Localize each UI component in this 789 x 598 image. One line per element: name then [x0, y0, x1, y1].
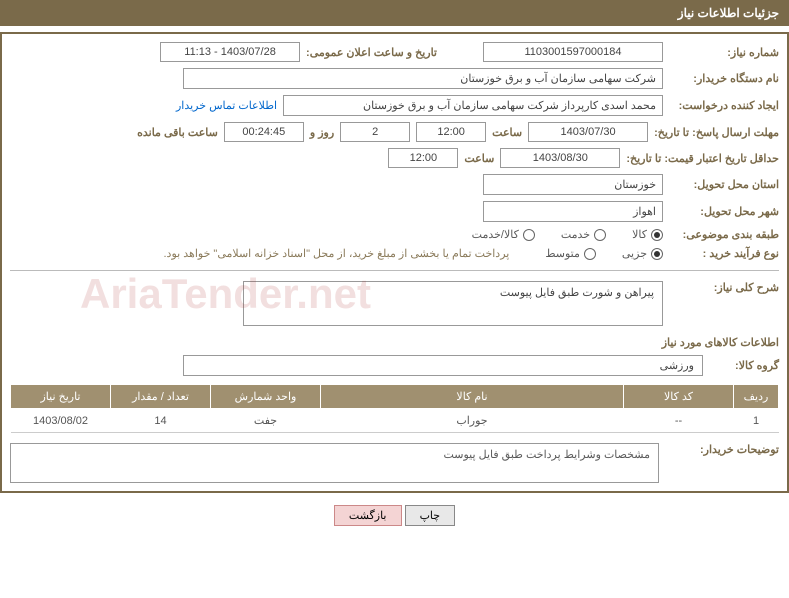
- desc-label: شرح کلی نیاز:: [669, 281, 779, 294]
- group-value: ورزشی: [183, 355, 703, 376]
- footer-buttons: چاپ بازگشت: [0, 505, 789, 526]
- radio-both-icon: [523, 229, 535, 241]
- contact-link[interactable]: اطلاعات تماس خریدار: [176, 99, 277, 112]
- validity-time: 12:00: [388, 148, 458, 168]
- cell-qty: 14: [111, 409, 211, 433]
- radio-medium-label: متوسط: [545, 247, 580, 260]
- th-date: تاریخ نیاز: [11, 385, 111, 409]
- goods-table: ردیف کد کالا نام کالا واحد شمارش تعداد /…: [10, 384, 779, 433]
- print-button[interactable]: چاپ: [405, 505, 456, 526]
- radio-small-icon: [651, 248, 663, 260]
- radio-medium[interactable]: متوسط: [545, 247, 596, 260]
- deadline-date: 1403/07/30: [528, 122, 648, 142]
- row-validity: حداقل تاریخ اعتبار قیمت: تا تاریخ: 1403/…: [10, 148, 779, 168]
- announce-value: 1403/07/28 - 11:13: [160, 42, 300, 62]
- th-code: کد کالا: [624, 385, 734, 409]
- countdown: 00:24:45: [224, 122, 304, 142]
- radio-goods-icon: [651, 229, 663, 241]
- row-group: گروه کالا: ورزشی: [10, 355, 779, 376]
- cell-date: 1403/08/02: [11, 409, 111, 433]
- city-label: شهر محل تحویل:: [669, 205, 779, 218]
- buyer-notes-value: مشخصات وشرایط پرداخت طبق فایل پیوست: [10, 443, 659, 483]
- radio-medium-icon: [584, 248, 596, 260]
- remaining-label: ساعت باقی مانده: [137, 126, 218, 139]
- creator-label: ایجاد کننده درخواست:: [669, 99, 779, 112]
- process-label: نوع فرآیند خرید :: [669, 247, 779, 260]
- panel-header: جزئیات اطلاعات نیاز: [0, 0, 789, 26]
- row-description: شرح کلی نیاز: پیراهن و شورت طبق فایل پیو…: [10, 281, 779, 326]
- radio-small-label: جزیی: [622, 247, 647, 260]
- panel-body: AriaTender.net شماره نیاز: 1103001597000…: [0, 32, 789, 493]
- th-row: ردیف: [734, 385, 779, 409]
- row-city: شهر محل تحویل: اهواز: [10, 201, 779, 222]
- row-need-number: شماره نیاز: 1103001597000184 تاریخ و ساع…: [10, 42, 779, 62]
- deadline-time: 12:00: [416, 122, 486, 142]
- row-buyer-org: نام دستگاه خریدار: شرکت سهامی سازمان آب …: [10, 68, 779, 89]
- validity-label: حداقل تاریخ اعتبار قیمت: تا تاریخ:: [626, 152, 779, 165]
- cell-unit: جفت: [211, 409, 321, 433]
- cell-code: --: [624, 409, 734, 433]
- row-buyer-notes: توضیحات خریدار: مشخصات وشرایط پرداخت طبق…: [10, 443, 779, 483]
- deadline-label: مهلت ارسال پاسخ: تا تاریخ:: [654, 126, 779, 139]
- desc-value: پیراهن و شورت طبق فایل پیوست: [243, 281, 663, 326]
- payment-note: پرداخت تمام یا بخشی از مبلغ خرید، از محل…: [164, 247, 510, 260]
- buyer-org-value: شرکت سهامی سازمان آب و برق خوزستان: [183, 68, 663, 89]
- row-category: طبقه بندی موضوعی: کالا خدمت کالا/خدمت: [10, 228, 779, 241]
- cell-row: 1: [734, 409, 779, 433]
- days-and-label: روز و: [310, 126, 334, 139]
- validity-date: 1403/08/30: [500, 148, 620, 168]
- radio-both[interactable]: کالا/خدمت: [472, 228, 535, 241]
- province-label: استان محل تحویل:: [669, 178, 779, 191]
- radio-goods[interactable]: کالا: [632, 228, 663, 241]
- buyer-notes-label: توضیحات خریدار:: [669, 443, 779, 456]
- creator-value: محمد اسدی کارپرداز شرکت سهامی سازمان آب …: [283, 95, 663, 116]
- th-qty: تعداد / مقدار: [111, 385, 211, 409]
- radio-small[interactable]: جزیی: [622, 247, 663, 260]
- row-province: استان محل تحویل: خوزستان: [10, 174, 779, 195]
- radio-service-label: خدمت: [561, 228, 590, 241]
- time-label-1: ساعت: [492, 126, 522, 139]
- goods-section-title: اطلاعات کالاهای مورد نیاز: [10, 336, 779, 349]
- province-value: خوزستان: [483, 174, 663, 195]
- table-row: 1 -- جوراب جفت 14 1403/08/02: [11, 409, 779, 433]
- category-label: طبقه بندی موضوعی:: [669, 228, 779, 241]
- th-unit: واحد شمارش: [211, 385, 321, 409]
- radio-service-icon: [594, 229, 606, 241]
- radio-both-label: کالا/خدمت: [472, 228, 519, 241]
- group-label: گروه کالا:: [709, 359, 779, 372]
- radio-service[interactable]: خدمت: [561, 228, 606, 241]
- back-button[interactable]: بازگشت: [334, 505, 402, 526]
- cell-name: جوراب: [321, 409, 624, 433]
- days-value: 2: [340, 122, 410, 142]
- need-number-label: شماره نیاز:: [669, 46, 779, 59]
- time-label-2: ساعت: [464, 152, 494, 165]
- announce-label: تاریخ و ساعت اعلان عمومی:: [306, 46, 437, 59]
- row-creator: ایجاد کننده درخواست: محمد اسدی کارپرداز …: [10, 95, 779, 116]
- radio-goods-label: کالا: [632, 228, 647, 241]
- row-process: نوع فرآیند خرید : جزیی متوسط پرداخت تمام…: [10, 247, 779, 260]
- panel-title: جزئیات اطلاعات نیاز: [678, 6, 779, 20]
- need-number-value: 1103001597000184: [483, 42, 663, 62]
- buyer-org-label: نام دستگاه خریدار:: [669, 72, 779, 85]
- th-name: نام کالا: [321, 385, 624, 409]
- city-value: اهواز: [483, 201, 663, 222]
- row-deadline: مهلت ارسال پاسخ: تا تاریخ: 1403/07/30 سا…: [10, 122, 779, 142]
